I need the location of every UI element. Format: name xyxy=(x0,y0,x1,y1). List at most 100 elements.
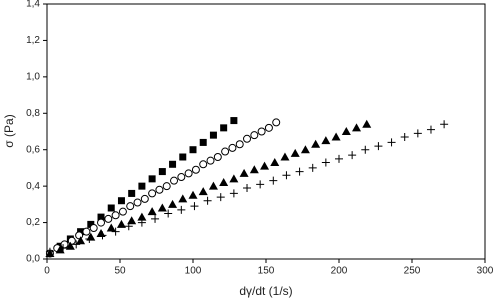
point xyxy=(235,140,244,149)
point xyxy=(60,240,69,249)
point xyxy=(413,129,422,138)
point xyxy=(138,182,146,190)
point xyxy=(85,234,94,243)
y-tick-label: 0,2 xyxy=(26,217,40,228)
point xyxy=(178,194,188,203)
point xyxy=(75,231,84,240)
point xyxy=(361,145,370,154)
point xyxy=(208,181,218,190)
point xyxy=(98,231,107,240)
point xyxy=(148,189,157,198)
point xyxy=(290,148,300,157)
point xyxy=(147,207,157,216)
point xyxy=(128,189,136,197)
point xyxy=(97,218,106,227)
point xyxy=(250,131,259,140)
point xyxy=(272,118,281,127)
point xyxy=(220,124,228,132)
point xyxy=(308,163,317,172)
y-tick-label: 0,8 xyxy=(26,108,40,119)
point xyxy=(374,142,383,151)
point xyxy=(127,216,137,225)
point xyxy=(151,214,160,223)
point xyxy=(203,196,212,205)
point xyxy=(107,204,115,212)
point xyxy=(184,169,193,178)
point xyxy=(155,185,164,194)
point xyxy=(177,173,186,182)
point xyxy=(191,165,200,174)
y-tick-label: 1,2 xyxy=(26,35,40,46)
point xyxy=(229,174,239,183)
point xyxy=(177,205,186,214)
point xyxy=(243,183,252,192)
x-tick-label: 150 xyxy=(258,266,275,277)
point xyxy=(199,160,208,169)
point xyxy=(106,223,116,232)
point xyxy=(228,143,237,152)
point xyxy=(168,199,178,208)
point xyxy=(280,152,290,161)
point xyxy=(348,151,357,160)
point xyxy=(59,244,68,253)
point xyxy=(117,197,125,205)
point xyxy=(190,202,199,211)
point xyxy=(82,227,91,236)
point xyxy=(65,241,75,250)
point xyxy=(256,180,265,189)
point xyxy=(199,138,207,146)
point xyxy=(341,127,351,135)
point xyxy=(311,139,321,148)
y-tick-label: 0,4 xyxy=(26,181,40,192)
point xyxy=(260,161,270,170)
point xyxy=(295,167,304,176)
point xyxy=(213,153,222,161)
point xyxy=(352,123,362,132)
point xyxy=(133,198,142,207)
point xyxy=(239,168,249,177)
point xyxy=(164,209,173,218)
point xyxy=(126,202,135,211)
point xyxy=(426,125,435,134)
point xyxy=(116,219,126,228)
point xyxy=(45,247,54,256)
y-axis-title: σ (Pa) xyxy=(2,114,16,147)
point xyxy=(249,165,259,174)
x-axis-title: dγ/dt (1/s) xyxy=(239,284,292,298)
point xyxy=(270,157,280,166)
point xyxy=(257,127,266,136)
point xyxy=(179,153,187,161)
point xyxy=(67,236,76,245)
point xyxy=(321,136,331,145)
point xyxy=(216,193,225,202)
point xyxy=(321,158,330,167)
x-tick-label: 200 xyxy=(331,266,348,277)
point xyxy=(243,134,252,143)
point xyxy=(97,213,105,221)
point xyxy=(89,224,98,233)
y-tick-label: 0,6 xyxy=(26,144,40,155)
point xyxy=(387,138,396,147)
point xyxy=(104,214,113,223)
point xyxy=(72,240,81,249)
point xyxy=(140,194,149,203)
point xyxy=(264,123,273,132)
point xyxy=(124,222,133,231)
point xyxy=(229,189,238,198)
point xyxy=(137,212,147,221)
point xyxy=(230,117,238,125)
x-tick-label: 100 xyxy=(185,266,202,277)
point xyxy=(219,178,229,186)
x-tick-label: 50 xyxy=(114,266,126,277)
point xyxy=(169,160,177,168)
point xyxy=(189,146,197,154)
point xyxy=(111,227,120,236)
point xyxy=(282,171,291,180)
x-tick-label: 300 xyxy=(477,266,494,277)
x-tick-label: 250 xyxy=(404,266,421,277)
point xyxy=(269,176,278,185)
point xyxy=(170,176,179,185)
point xyxy=(206,156,215,165)
plot-frame xyxy=(46,3,486,260)
